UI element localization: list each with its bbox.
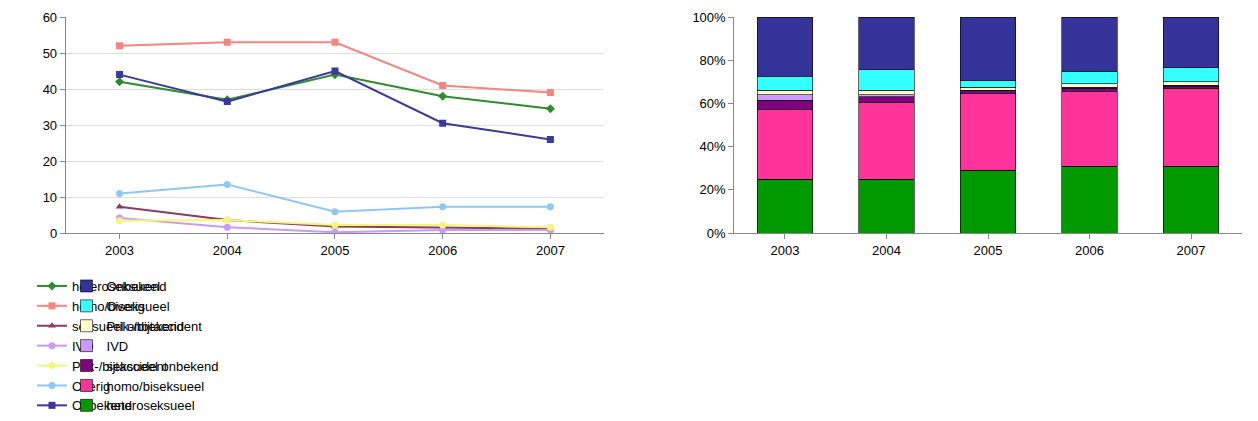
svg-text:80%: 80% bbox=[700, 53, 726, 68]
svg-text:2005: 2005 bbox=[321, 243, 350, 258]
svg-text:0: 0 bbox=[50, 226, 57, 241]
svg-text:2007: 2007 bbox=[536, 243, 565, 258]
svg-text:IVD: IVD bbox=[107, 339, 129, 354]
svg-text:100%: 100% bbox=[692, 10, 726, 25]
svg-text:Overig: Overig bbox=[107, 299, 145, 314]
svg-text:60%: 60% bbox=[700, 96, 726, 111]
svg-text:Onbekend: Onbekend bbox=[107, 279, 167, 294]
svg-text:2006: 2006 bbox=[1075, 243, 1104, 258]
svg-text:2004: 2004 bbox=[872, 243, 901, 258]
svg-text:Prik-/bijtaccident: Prik-/bijtaccident bbox=[107, 319, 203, 334]
svg-text:seksueel onbekend: seksueel onbekend bbox=[107, 359, 219, 374]
svg-text:homo/biseksueel: homo/biseksueel bbox=[107, 379, 205, 394]
svg-text:Onbekend: Onbekend bbox=[72, 398, 132, 414]
svg-text:2006: 2006 bbox=[428, 243, 457, 258]
svg-text:60: 60 bbox=[43, 10, 57, 25]
svg-text:20: 20 bbox=[43, 154, 57, 169]
svg-text:homo/biseksueel: homo/biseksueel bbox=[72, 299, 170, 314]
svg-text:2003: 2003 bbox=[771, 243, 800, 258]
svg-text:IVD: IVD bbox=[72, 339, 94, 354]
svg-text:30: 30 bbox=[43, 118, 57, 133]
svg-text:Overig: Overig bbox=[72, 379, 110, 394]
svg-text:20%: 20% bbox=[700, 182, 726, 197]
svg-text:40: 40 bbox=[43, 82, 57, 97]
svg-text:2003: 2003 bbox=[105, 243, 134, 258]
svg-text:40%: 40% bbox=[700, 139, 726, 154]
svg-text:0%: 0% bbox=[707, 226, 726, 241]
svg-text:2007: 2007 bbox=[1177, 243, 1206, 258]
svg-text:10: 10 bbox=[43, 190, 57, 205]
svg-text:heteroseksueel: heteroseksueel bbox=[107, 398, 195, 413]
svg-text:50: 50 bbox=[43, 46, 57, 61]
svg-text:2005: 2005 bbox=[974, 243, 1003, 258]
svg-text:2004: 2004 bbox=[213, 243, 242, 258]
